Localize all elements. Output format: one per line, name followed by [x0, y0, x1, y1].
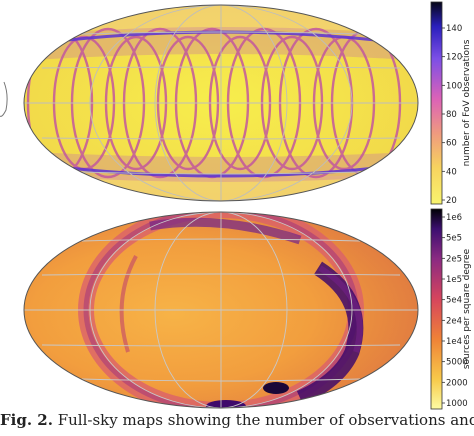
colorbar-tick-label: 5e4: [446, 296, 462, 306]
colorbar-tick-label: 1000: [446, 399, 468, 409]
colorbar-density-label: sources per square degree: [462, 248, 472, 369]
colorbar-density: 1e6 5e5 2e5 1e5 5e4 2e4 1e4 5000 2000 1000 source…: [430, 208, 472, 410]
density-map: [23, 211, 419, 409]
colorbar-tick-label: 1e4: [446, 337, 462, 347]
colorbar-tick-label: 2e5: [446, 254, 462, 264]
figure-caption: Fig. 2. Full-sky maps showing the number…: [0, 411, 474, 436]
caption-text: Full-sky maps showing the number of obse…: [57, 411, 474, 429]
colorbar-tick-label: 1e5: [446, 275, 462, 285]
colorbar-tick-label: 20: [446, 196, 457, 206]
colorbar-tick-label: 2e4: [446, 316, 462, 326]
fov-map: [23, 4, 419, 202]
colorbar-tick-label: 2000: [446, 378, 468, 388]
edge-artifact: [0, 81, 8, 117]
colorbar-tick-label: 100: [446, 81, 462, 91]
colorbar-tick-label: 120: [446, 53, 462, 63]
colorbar-tick-label: 5000: [446, 358, 468, 368]
colorbar-tick-label: 60: [446, 139, 457, 149]
colorbar-tick-label: 80: [446, 110, 457, 120]
colorbar-tick-label: 1e6: [446, 213, 462, 223]
colorbar-fov-label: number of FoV observations: [462, 39, 472, 166]
colorbar-tick-label: 5e5: [446, 234, 462, 244]
colorbar-tick-label: 140: [446, 24, 462, 34]
colorbar-fov: 140 120 100 80 60 40 20 number of FoV observat…: [430, 1, 472, 206]
caption-label: Fig. 2.: [0, 411, 53, 429]
colorbar-tick-label: 40: [446, 167, 457, 177]
